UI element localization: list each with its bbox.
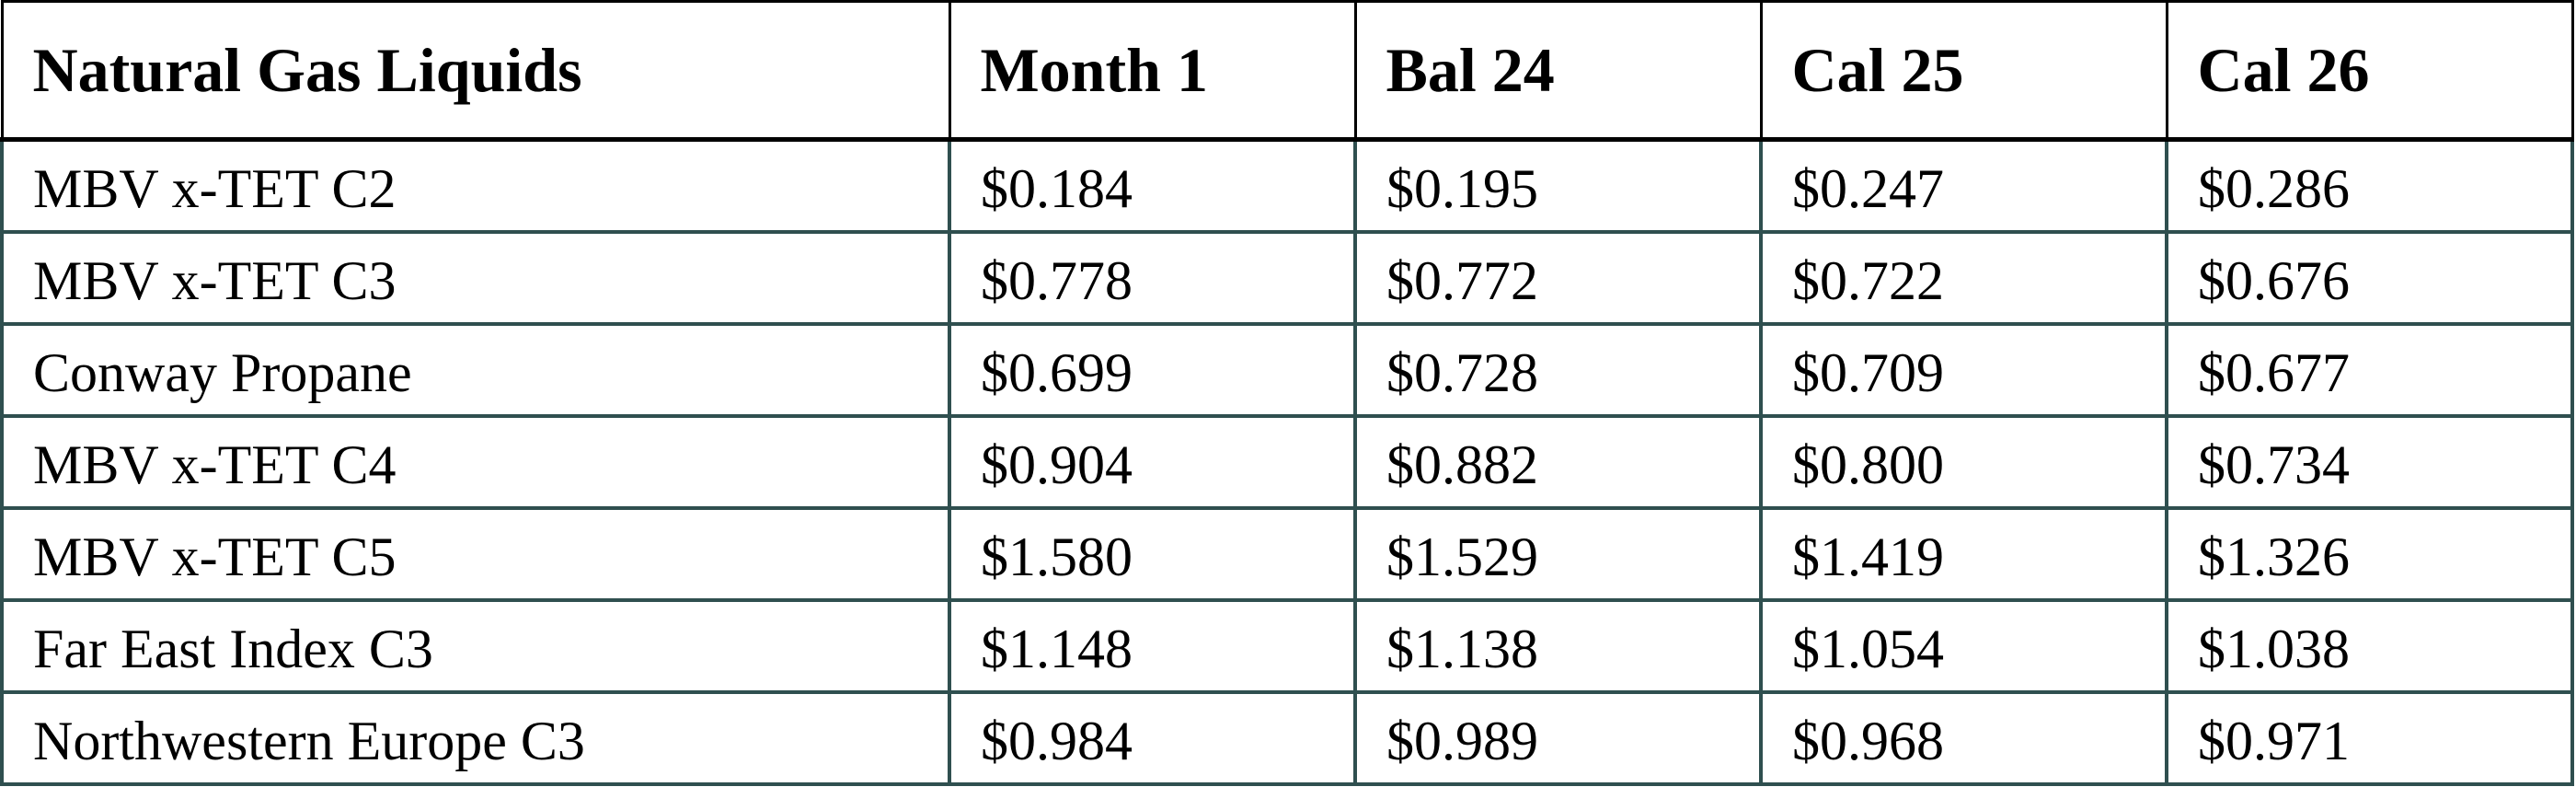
- cal-26-price: $0.971: [2165, 690, 2574, 786]
- bal-24-price: $1.138: [1353, 598, 1763, 694]
- bal-24-price: $0.882: [1353, 414, 1763, 510]
- table-row: MBV x-TET C2 $0.184 $0.195 $0.247 $0.286: [0, 137, 2574, 234]
- product-name: Northwestern Europe C3: [0, 690, 951, 786]
- month-1-price: $1.580: [948, 506, 1357, 602]
- product-name: MBV x-TET C5: [0, 506, 951, 602]
- product-name: Conway Propane: [0, 322, 951, 418]
- bal-24-price: $0.772: [1353, 230, 1763, 326]
- ngl-price-table: Natural Gas Liquids Month 1 Bal 24 Cal 2…: [0, 0, 2574, 786]
- header-cal-26: Cal 26: [2165, 0, 2574, 142]
- cal-26-price: $0.286: [2165, 137, 2574, 234]
- cal-25-price: $0.800: [1759, 414, 2168, 510]
- table-row: Far East Index C3 $1.148 $1.138 $1.054 $1.03…: [0, 598, 2574, 694]
- month-1-price: $0.904: [948, 414, 1357, 510]
- cal-25-price: $1.054: [1759, 598, 2168, 694]
- cal-26-price: $1.326: [2165, 506, 2574, 602]
- bal-24-price: $1.529: [1353, 506, 1763, 602]
- header-month-1: Month 1: [948, 0, 1357, 142]
- cal-26-price: $0.677: [2165, 322, 2574, 418]
- table-row: Northwestern Europe C3 $0.984 $0.989 $0.968…: [0, 690, 2574, 786]
- month-1-price: $0.699: [948, 322, 1357, 418]
- product-name: MBV x-TET C4: [0, 414, 951, 510]
- header-cal-25: Cal 25: [1759, 0, 2168, 142]
- cal-26-price: $1.038: [2165, 598, 2574, 694]
- header-row: Natural Gas Liquids Month 1 Bal 24 Cal 2…: [0, 0, 2574, 142]
- month-1-price: $0.184: [948, 137, 1357, 234]
- cal-26-price: $0.676: [2165, 230, 2574, 326]
- header-product: Natural Gas Liquids: [0, 0, 951, 142]
- bal-24-price: $0.989: [1353, 690, 1763, 786]
- product-name: Far East Index C3: [0, 598, 951, 694]
- product-name: MBV x-TET C3: [0, 230, 951, 326]
- month-1-price: $1.148: [948, 598, 1357, 694]
- product-name: MBV x-TET C2: [0, 137, 951, 234]
- table-row: MBV x-TET C3 $0.778 $0.772 $0.722 $0.676: [0, 230, 2574, 326]
- cal-26-price: $0.734: [2165, 414, 2574, 510]
- cal-25-price: $1.419: [1759, 506, 2168, 602]
- cal-25-price: $0.968: [1759, 690, 2168, 786]
- table-row: MBV x-TET C5 $1.580 $1.529 $1.419 $1.326: [0, 506, 2574, 602]
- cal-25-price: $0.709: [1759, 322, 2168, 418]
- month-1-price: $0.984: [948, 690, 1357, 786]
- bal-24-price: $0.728: [1353, 322, 1763, 418]
- cal-25-price: $0.247: [1759, 137, 2168, 234]
- cal-25-price: $0.722: [1759, 230, 2168, 326]
- table-row: Conway Propane $0.699 $0.728 $0.709 $0.677: [0, 322, 2574, 418]
- header-bal-24: Bal 24: [1353, 0, 1763, 142]
- bal-24-price: $0.195: [1353, 137, 1763, 234]
- month-1-price: $0.778: [948, 230, 1357, 326]
- table-row: MBV x-TET C4 $0.904 $0.882 $0.800 $0.734: [0, 414, 2574, 510]
